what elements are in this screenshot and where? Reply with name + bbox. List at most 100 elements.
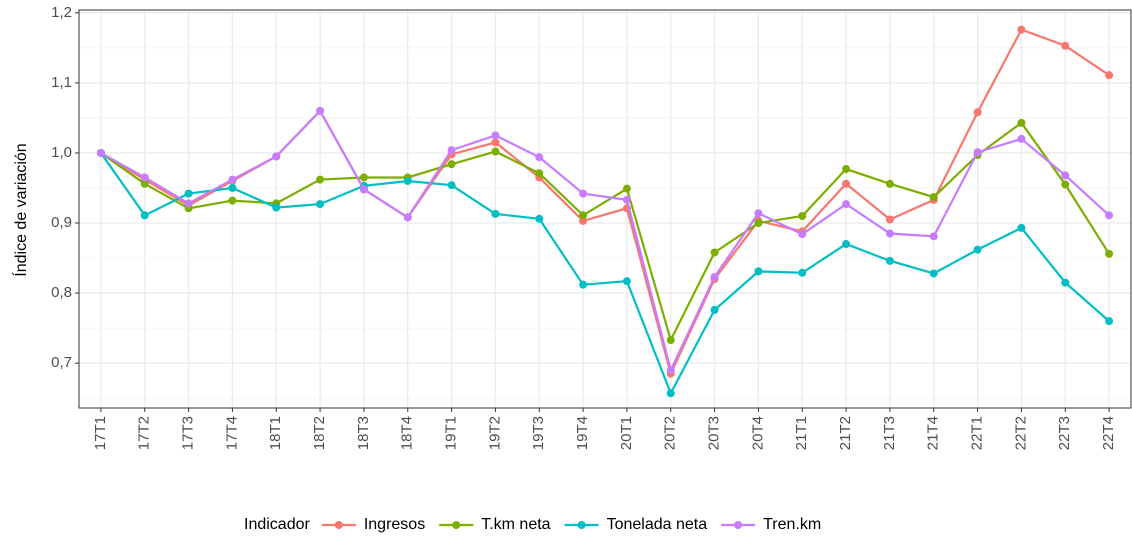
point: [973, 148, 982, 157]
point: [842, 179, 851, 188]
legend-label: Ingresos: [364, 516, 425, 533]
point: [1105, 71, 1114, 80]
y-tick-label: 1,2: [51, 4, 72, 21]
x-tick-label: 19T2: [486, 416, 503, 450]
point: [491, 131, 500, 140]
point: [885, 229, 894, 238]
point: [710, 305, 719, 314]
y-tick-label: 0,8: [51, 284, 72, 301]
x-tick-label: 21T2: [837, 416, 854, 450]
legend-label: T.km neta: [481, 516, 550, 533]
x-tick-label: 18T3: [355, 416, 372, 450]
point: [622, 195, 631, 204]
point: [710, 248, 719, 257]
point: [842, 240, 851, 249]
point: [666, 366, 675, 375]
x-tick-label: 19T1: [443, 416, 460, 450]
legend-label: Tren.km: [763, 516, 821, 533]
x-tick-label: 17T1: [92, 416, 109, 450]
point: [929, 193, 938, 202]
point: [1061, 278, 1070, 287]
point: [316, 175, 325, 184]
point: [1017, 25, 1026, 34]
x-tick-label: 18T1: [267, 416, 284, 450]
point: [666, 389, 675, 398]
legend-point: [334, 521, 343, 529]
point: [403, 213, 412, 222]
point: [973, 108, 982, 117]
point: [272, 152, 281, 161]
point: [491, 138, 500, 147]
legend-point: [734, 521, 743, 529]
point: [272, 203, 281, 212]
y-tick-label: 1,0: [51, 144, 72, 161]
point: [359, 173, 368, 182]
legend-point: [577, 521, 586, 529]
point: [316, 106, 325, 115]
y-tick-label: 0,9: [51, 214, 72, 231]
x-tick-label: 22T1: [969, 416, 986, 450]
point: [140, 211, 149, 220]
point: [535, 153, 544, 162]
point: [1105, 249, 1114, 258]
point: [579, 280, 588, 289]
point: [96, 148, 105, 157]
x-tick-label: 22T2: [1012, 416, 1029, 450]
x-tick-label: 17T4: [223, 416, 240, 450]
point: [798, 212, 807, 221]
point: [1105, 317, 1114, 326]
point: [403, 176, 412, 185]
y-axis-label: Índice de variación: [11, 143, 30, 276]
point: [140, 173, 149, 182]
point: [973, 245, 982, 254]
panel-border: [78, 9, 1132, 409]
point: [359, 185, 368, 194]
point: [798, 230, 807, 239]
legend-point: [452, 521, 461, 529]
point: [184, 199, 193, 208]
point: [1017, 134, 1026, 143]
point: [798, 268, 807, 277]
point: [491, 209, 500, 218]
point: [885, 215, 894, 224]
point: [447, 146, 456, 155]
point: [447, 181, 456, 190]
point: [754, 267, 763, 276]
x-tick-label: 21T3: [881, 416, 898, 450]
x-tick-label: 17T2: [136, 416, 153, 450]
point: [929, 269, 938, 278]
y-tick-label: 1,1: [51, 74, 72, 91]
point: [1017, 118, 1026, 127]
point: [228, 183, 237, 192]
point: [885, 179, 894, 188]
x-tick-label: 22T4: [1100, 416, 1117, 450]
x-tick-label: 22T3: [1056, 416, 1073, 450]
y-tick-label: 0,7: [51, 354, 72, 371]
point: [929, 232, 938, 241]
point: [316, 200, 325, 209]
series-line: [100, 109, 1110, 374]
point: [1061, 41, 1070, 50]
x-tick-label: 19T3: [530, 416, 547, 450]
point: [491, 147, 500, 156]
series-line: [100, 152, 1110, 396]
legend-title: Indicador: [244, 516, 310, 533]
x-tick-label: 21T4: [925, 416, 942, 450]
point: [622, 277, 631, 286]
series-line: [100, 121, 1111, 344]
point: [535, 169, 544, 178]
point: [1061, 180, 1070, 189]
point: [842, 165, 851, 174]
point: [228, 196, 237, 205]
point: [666, 336, 675, 345]
point: [579, 189, 588, 198]
point: [885, 256, 894, 265]
x-tick-label: 21T1: [793, 416, 810, 450]
point: [228, 175, 237, 184]
x-tick-label: 19T4: [574, 416, 591, 450]
point: [579, 216, 588, 225]
point: [579, 211, 588, 220]
point: [1105, 211, 1114, 220]
x-tick-label: 20T3: [706, 416, 723, 450]
